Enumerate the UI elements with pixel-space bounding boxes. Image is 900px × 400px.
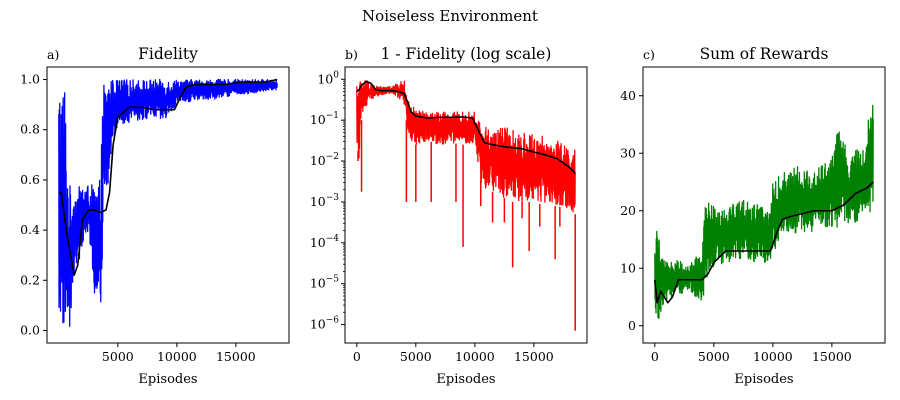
panel-sum-of-rewards: 0 5000 10000 15000 0 10 20 30 40 Sum of Rewards c)… [620, 45, 886, 387]
panel-infidelity-log: 0 5000 10000 15000 10−6 10−5 10−4 10−3 10−2 10−1 1… [310, 45, 588, 387]
y-tick-label: 10−4 [310, 234, 339, 250]
panel-fidelity: 5000 10000 15000 0.0 0.2 0.4 0.6 0.8 1.0 Fidelity… [20, 45, 290, 387]
x-tick-label: 10000 [455, 349, 495, 364]
y-tick-label: 100 [317, 70, 339, 86]
x-tick-label: 0 [353, 349, 361, 364]
panel-title: 1 - Fidelity (log scale) [381, 45, 552, 63]
x-tick-label: 0 [651, 349, 659, 364]
panel-label: c) [643, 47, 655, 62]
plot-area [58, 78, 278, 327]
plot-area [356, 80, 576, 331]
y-tick-label: 40 [620, 88, 636, 103]
figure-title: Noiseless Environment [362, 7, 538, 25]
panel-title: Fidelity [138, 45, 198, 63]
smoothed-series-line [654, 181, 874, 304]
raw-series-line [356, 80, 576, 213]
y-tick-label: 0.6 [20, 172, 40, 187]
y-tick-label: 0.8 [20, 122, 40, 137]
smoothed-series-line [58, 78, 278, 277]
y-tick-label: 10−3 [310, 193, 339, 209]
x-tick-label: 5000 [698, 349, 730, 364]
y-tick-label: 30 [620, 145, 636, 160]
y-tick-label: 20 [620, 203, 636, 218]
y-tick-label: 10 [620, 260, 636, 275]
y-tick-label: 0.0 [20, 322, 40, 337]
y-tick-label: 1.0 [20, 72, 40, 87]
x-tick-label: 10000 [157, 349, 197, 364]
axes-frame [642, 66, 886, 344]
x-tick-label: 15000 [514, 349, 554, 364]
x-tick-label: 5000 [102, 349, 134, 364]
y-tick-label: 0.4 [20, 222, 40, 237]
panel-label: a) [47, 47, 59, 62]
panel-title: Sum of Rewards [700, 45, 829, 63]
x-tick-label: 15000 [216, 349, 256, 364]
x-tick-label: 10000 [753, 349, 793, 364]
raw-series-line [654, 104, 874, 319]
x-axis-label: Episodes [734, 372, 793, 387]
smoothed-series-line [356, 80, 576, 174]
x-tick-label: 15000 [812, 349, 852, 364]
raw-series-line [58, 78, 278, 327]
y-tick-label: 10−5 [310, 275, 339, 291]
axes-frame [46, 66, 290, 344]
x-tick-label: 5000 [400, 349, 432, 364]
panel-label: b) [345, 47, 358, 62]
plot-area [654, 104, 874, 319]
y-tick-label: 0 [628, 318, 636, 333]
y-tick-label: 10−6 [310, 316, 339, 332]
y-tick-label: 10−1 [310, 111, 339, 127]
y-tick-label: 0.2 [20, 272, 40, 287]
x-axis-label: Episodes [138, 372, 197, 387]
axes-frame [344, 66, 588, 344]
y-tick-label: 10−2 [310, 152, 339, 168]
x-axis-label: Episodes [436, 372, 495, 387]
